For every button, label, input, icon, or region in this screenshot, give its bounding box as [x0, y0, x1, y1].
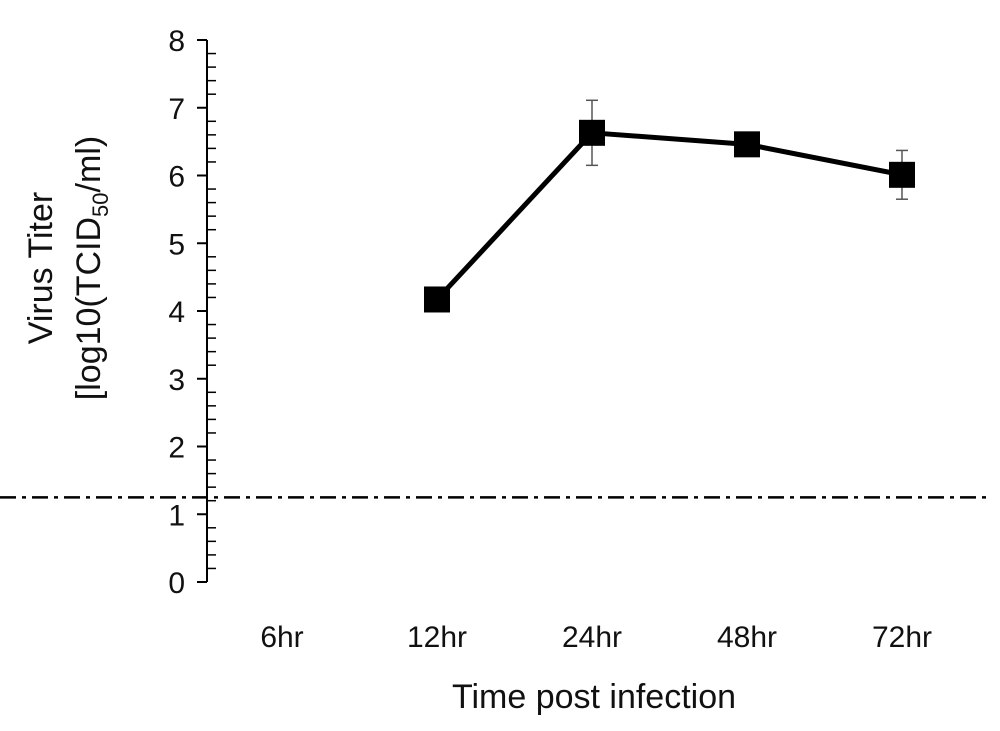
- y-tick-label: 5: [168, 228, 185, 261]
- y-tick-label: 1: [168, 499, 185, 532]
- y-axis-title-line1: Virus Titer: [22, 192, 60, 344]
- y-ticks: 0 1 2 3 4 5 6 7 8: [168, 25, 216, 600]
- y-tick-label: 3: [168, 364, 185, 397]
- data-point-marker: [734, 131, 760, 158]
- x-tick-label: 72hr: [872, 621, 932, 654]
- y-axis-title-line2: [log10(TCID50/ml): [70, 136, 113, 400]
- y-axis-title-prefix: [log10(TCID: [70, 217, 108, 400]
- y-tick-label: 7: [168, 93, 185, 126]
- series-line: [435, 130, 903, 302]
- y-tick-label: 4: [168, 296, 185, 329]
- y-tick-label: 2: [168, 432, 185, 465]
- y-axis-title-suffix: /ml): [70, 136, 108, 193]
- data-point-marker: [579, 119, 605, 146]
- x-tick-labels: 6hr 12hr 24hr 48hr 72hr: [260, 621, 932, 654]
- y-axis-title: Virus Titer [log10(TCID50/ml): [22, 136, 113, 400]
- y-axis-title-subscript: 50: [88, 192, 113, 216]
- data-point-marker: [889, 161, 915, 188]
- y-tick-label: 6: [168, 161, 185, 194]
- x-tick-label: 12hr: [407, 621, 467, 654]
- x-tick-label: 24hr: [562, 621, 622, 654]
- x-axis-title: Time post infection: [452, 678, 736, 716]
- series-group: [424, 99, 915, 313]
- data-point-marker: [424, 286, 450, 313]
- y-tick-label: 8: [168, 25, 185, 58]
- y-tick-label: 0: [168, 567, 185, 600]
- x-tick-label: 48hr: [717, 621, 777, 654]
- x-tick-label: 6hr: [260, 621, 303, 654]
